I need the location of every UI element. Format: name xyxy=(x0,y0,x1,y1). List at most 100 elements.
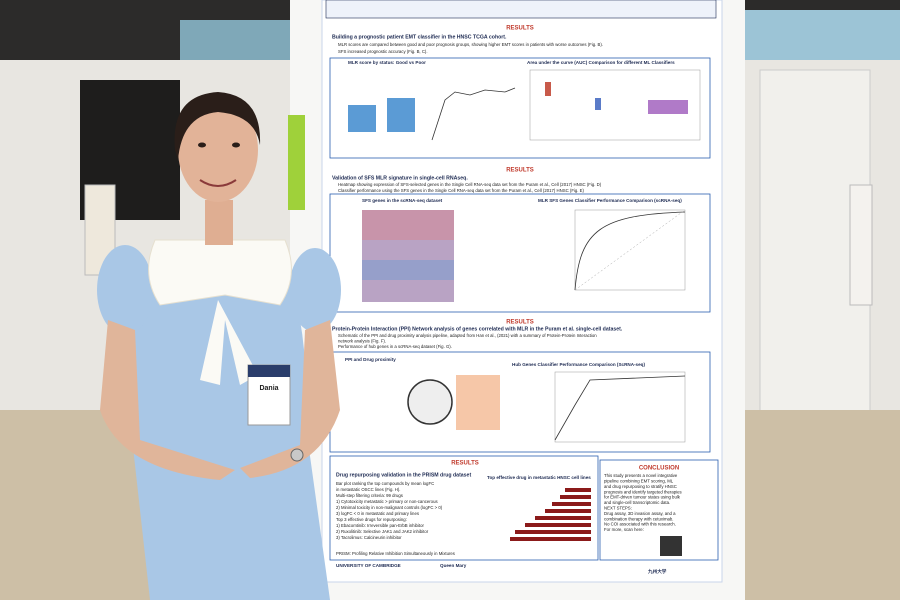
heatmap-band xyxy=(362,260,454,280)
panel-title: MLR SFS Genes Classifier Performance Com… xyxy=(538,198,682,203)
box xyxy=(648,100,688,114)
qr-code xyxy=(660,536,682,556)
footnote: PRISM: Profiling Relative Inhibition Sim… xyxy=(336,551,455,556)
arm xyxy=(100,320,235,480)
plot-frame xyxy=(574,209,686,291)
bar xyxy=(515,530,591,534)
bar xyxy=(560,495,591,499)
panel-title: MLR score by status: Good vs Poor xyxy=(348,60,426,65)
watch xyxy=(290,448,304,462)
section-title: Drug repurposing validation in the PRISM… xyxy=(336,472,471,478)
section-title: Building a prognostic patient EMT classi… xyxy=(332,34,507,40)
text-line: 2) Ruxolitinib: Selective JAK1 and JAK2 … xyxy=(336,529,429,534)
smile xyxy=(199,179,237,187)
box xyxy=(348,105,376,132)
text-line: 1) Cytotoxicity metastatic > primary or … xyxy=(336,499,438,504)
badge-name: Dania xyxy=(259,385,278,392)
hair xyxy=(174,92,261,160)
arm xyxy=(240,320,340,478)
conclusion-box xyxy=(599,459,719,561)
eye xyxy=(198,142,206,148)
text-line: Performance of hub genes in a scRNA-seq … xyxy=(338,344,452,349)
text-line: 1) Ebacomtinib: Irreversible pan-ErbB in… xyxy=(336,523,424,528)
plot-frame xyxy=(554,371,686,443)
text-line: in metastatic OSCC lines (Fig. H). xyxy=(336,487,400,492)
panel-title: SFS genes in the scRNA-seq dataset xyxy=(362,198,443,203)
collar xyxy=(148,239,292,306)
bar xyxy=(535,516,591,520)
text-line: NEXT STEPS: xyxy=(604,506,632,511)
bow xyxy=(200,300,258,385)
roc-curve xyxy=(574,211,686,291)
box xyxy=(595,98,601,110)
text-line: MLR scores are compared between good and… xyxy=(338,42,603,47)
eye xyxy=(232,142,240,148)
bar xyxy=(525,523,591,527)
conclusion-text: This study presents a novel integrativep… xyxy=(604,473,682,532)
roc-curve xyxy=(554,375,686,441)
panel-title: Area under the curve (AUC) Comparison fo… xyxy=(527,60,675,65)
window xyxy=(180,20,290,65)
bullets: Schematic of the PPI and drug proximity … xyxy=(338,333,597,349)
bar xyxy=(565,488,591,492)
trace xyxy=(431,87,516,141)
side-banner xyxy=(288,115,305,210)
section-title: Protein-Protein Interaction (PPI) Networ… xyxy=(332,326,623,332)
text-line: For more, scan here: xyxy=(604,527,644,532)
text-line: 3) logFC < 0 in metastatic and primary l… xyxy=(336,511,419,516)
bar xyxy=(510,537,591,541)
heatmap-band xyxy=(362,210,454,240)
text-line: 2) Minimal toxicity in non-malignant con… xyxy=(336,505,443,510)
text-line: Heatmap showing expression of SFS-select… xyxy=(338,182,602,187)
bullets: Bar plot ranking the top compounds by me… xyxy=(336,481,443,540)
text-line: Multi-step filtering criteria: 99 drugs xyxy=(336,493,403,498)
text-line: and single-cell transcriptomic data. xyxy=(604,500,670,505)
logo: Queen Mary xyxy=(440,563,467,568)
figure-panel xyxy=(329,351,711,453)
text-line: 3) Tacrolimus: Calcineurin inhibitor xyxy=(336,535,402,540)
badge-header xyxy=(248,365,290,377)
person xyxy=(97,92,341,600)
section-heading: RESULTS xyxy=(506,320,534,326)
section-title: Validation of SFS MLR signature in singl… xyxy=(332,175,468,181)
sleeve xyxy=(289,248,341,332)
text-line: SFS increased prognostic accuracy (Fig. … xyxy=(338,49,428,54)
bullets: Heatmap showing expression of SFS-select… xyxy=(338,182,602,193)
conclusion-heading: CONCLUSION xyxy=(639,466,679,472)
text-line: This study presents a novel integrative xyxy=(604,473,678,478)
face xyxy=(178,98,258,202)
box xyxy=(387,98,415,132)
text-line: Top 3 effective drugs for repurposing: xyxy=(336,517,407,522)
section-heading: RESULTS xyxy=(506,26,534,32)
bar xyxy=(545,509,591,513)
diagonal xyxy=(574,209,686,291)
plot-frame xyxy=(529,69,701,141)
section-heading: RESULTS xyxy=(506,168,534,174)
logo: UNIVERSITY OF CAMBRIDGE xyxy=(336,563,401,568)
text-line: for EMT-driven tumour states using bulk xyxy=(604,495,681,500)
text-line: combination therapy with cetuximab. xyxy=(604,516,674,521)
panel-title: PPI and Drug proximity xyxy=(345,357,396,362)
text-line: and drug repurposing to stratify HNSC xyxy=(604,484,677,489)
panel-title: Hub Genes Classifier Performance Compari… xyxy=(512,362,645,367)
top-legend xyxy=(325,0,717,19)
text-line: pipeline combining EMT scoring, ML xyxy=(604,479,674,484)
panel-title: Top effective drug in metastatic HNSC ce… xyxy=(487,475,591,480)
box xyxy=(545,82,551,96)
text-line: Drug assay, 3D invasion assay, and a xyxy=(604,511,676,516)
bar xyxy=(552,502,591,506)
logo: 九州大学 xyxy=(647,568,667,575)
neck xyxy=(205,200,233,245)
bar-graphic xyxy=(510,488,591,541)
dress xyxy=(129,265,330,600)
section-heading: RESULTS xyxy=(451,461,479,467)
figure-panel xyxy=(329,455,599,561)
bullets: MLR scores are compared between good and… xyxy=(338,42,603,54)
text-line: network analysis (Fig. F). xyxy=(338,339,386,344)
summary-box xyxy=(456,375,500,430)
text-line: Bar plot ranking the top compounds by me… xyxy=(336,481,434,486)
small-poster xyxy=(849,184,873,306)
text-line: No COI associated with this research. xyxy=(604,522,676,527)
